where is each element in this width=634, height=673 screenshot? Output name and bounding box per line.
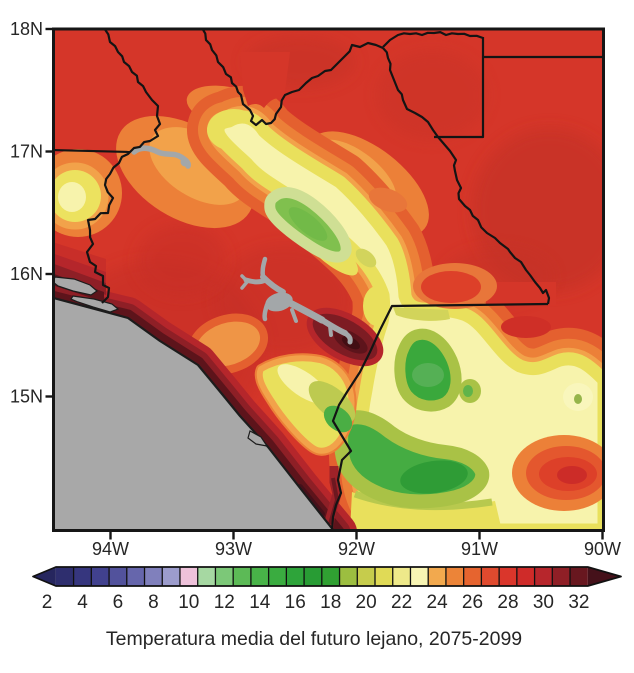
svg-text:6: 6 <box>113 592 124 613</box>
svg-text:32: 32 <box>568 592 589 613</box>
svg-text:30: 30 <box>533 592 554 613</box>
svg-text:16: 16 <box>285 592 306 613</box>
svg-text:28: 28 <box>497 592 518 613</box>
svg-text:24: 24 <box>427 592 449 613</box>
svg-text:16N: 16N <box>10 264 43 284</box>
svg-text:90W: 90W <box>584 539 621 559</box>
svg-text:4: 4 <box>77 592 88 613</box>
svg-text:92W: 92W <box>338 539 375 559</box>
svg-text:2: 2 <box>42 592 53 613</box>
svg-text:91W: 91W <box>461 539 498 559</box>
svg-text:18: 18 <box>320 592 341 613</box>
svg-text:94W: 94W <box>92 539 129 559</box>
svg-text:12: 12 <box>214 592 235 613</box>
svg-text:15N: 15N <box>10 387 43 407</box>
svg-text:93W: 93W <box>215 539 252 559</box>
svg-text:22: 22 <box>391 592 412 613</box>
svg-text:17N: 17N <box>10 142 43 162</box>
svg-text:20: 20 <box>356 592 377 613</box>
svg-text:26: 26 <box>462 592 483 613</box>
svg-text:Temperatura media del futuro l: Temperatura media del futuro lejano, 207… <box>106 628 522 650</box>
svg-text:8: 8 <box>148 592 159 613</box>
svg-text:18N: 18N <box>10 19 43 39</box>
svg-text:14: 14 <box>249 592 271 613</box>
svg-text:10: 10 <box>178 592 199 613</box>
